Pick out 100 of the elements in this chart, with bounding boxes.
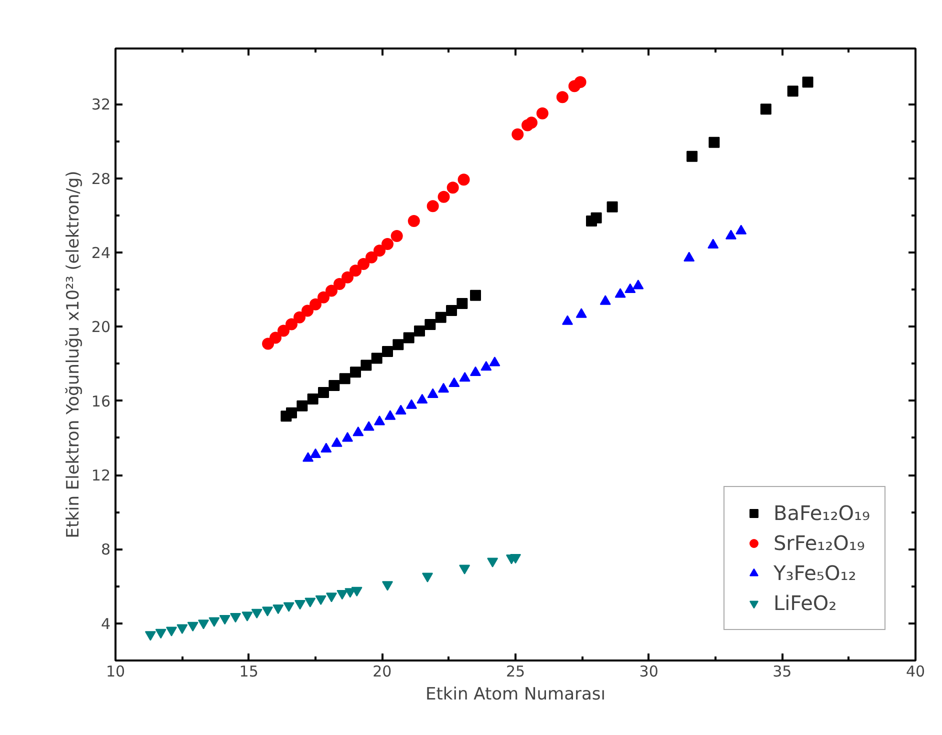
point [304,598,316,608]
point [286,318,298,330]
point [446,182,459,194]
point [242,612,253,622]
x-tick-label: 25 [506,662,526,680]
point [684,252,695,262]
point [446,305,457,316]
x-tick-label: 35 [772,662,792,680]
point [326,284,338,297]
legend-label: LiFeO₂ [773,591,837,615]
point [787,86,798,97]
y-tick-label: 28 [91,170,111,188]
point [155,628,166,639]
legend-label: SrFe₁₂O₁₉ [773,531,865,555]
point [403,332,414,344]
point [459,564,470,574]
point [526,116,538,129]
point [310,298,322,310]
point [512,128,524,140]
point [424,318,436,330]
point [307,394,318,405]
point [302,304,314,317]
point [360,360,372,371]
point [382,581,393,591]
point [318,387,329,398]
point [286,407,297,418]
point [334,278,346,290]
point [328,380,340,391]
y-tick-label: 20 [91,318,111,336]
point [283,602,294,612]
point [198,620,209,630]
point [294,311,306,324]
x-tick-label: 10 [106,662,126,680]
point [470,290,481,301]
y-tick-label: 4 [100,614,111,633]
point [590,212,602,224]
point [278,324,290,337]
point [456,298,468,309]
point [382,238,394,250]
point [390,230,403,242]
point [262,606,273,616]
point [166,626,177,636]
point [392,339,404,350]
point [438,190,450,203]
point [358,258,370,270]
point [408,214,420,227]
point [414,325,425,336]
point [219,615,230,625]
point [315,595,326,606]
point [336,590,348,600]
x-tick-label: 40 [906,662,926,680]
point [342,271,354,284]
point [382,346,393,358]
point [230,612,241,623]
point [725,230,736,240]
y-tick-label: 32 [91,96,111,114]
point [270,332,282,344]
point [187,622,198,632]
point [251,608,262,619]
point [556,91,568,104]
point [632,280,644,290]
point [606,201,618,212]
point [736,224,747,234]
point [294,600,306,610]
point [426,200,439,212]
legend-label: Y₃Fe₅O₁₂ [773,561,856,585]
point [371,352,382,364]
point [574,76,586,88]
point [350,366,361,378]
point [802,76,814,88]
x-axis-title: Etkin Atom Numarası [426,684,606,704]
point [350,264,362,277]
point [435,312,446,323]
point [318,291,330,304]
point [144,631,156,641]
point [351,586,362,596]
point [339,373,350,384]
point [296,400,308,412]
point [614,288,626,298]
point [510,554,521,564]
legend-label: BaFe₁₂O₁₉ [773,501,870,525]
point [208,617,220,627]
point [272,604,284,614]
y-axis-title: Etkin Elektron Yoğunluğu x10²³ (elektron/g) [63,170,84,538]
point [366,251,378,264]
x-tick-label: 15 [239,662,258,680]
point [760,104,772,115]
point [422,572,433,582]
point [708,238,719,248]
point [458,174,470,186]
y-tick-label: 8 [100,540,111,559]
x-tick-label: 30 [639,662,658,680]
y-tick-label: 24 [91,244,111,262]
y-tick-label: 16 [91,392,111,410]
point [487,558,498,568]
point [536,107,548,120]
point [262,338,274,350]
point [326,592,337,602]
point [708,136,720,148]
point [176,624,188,634]
